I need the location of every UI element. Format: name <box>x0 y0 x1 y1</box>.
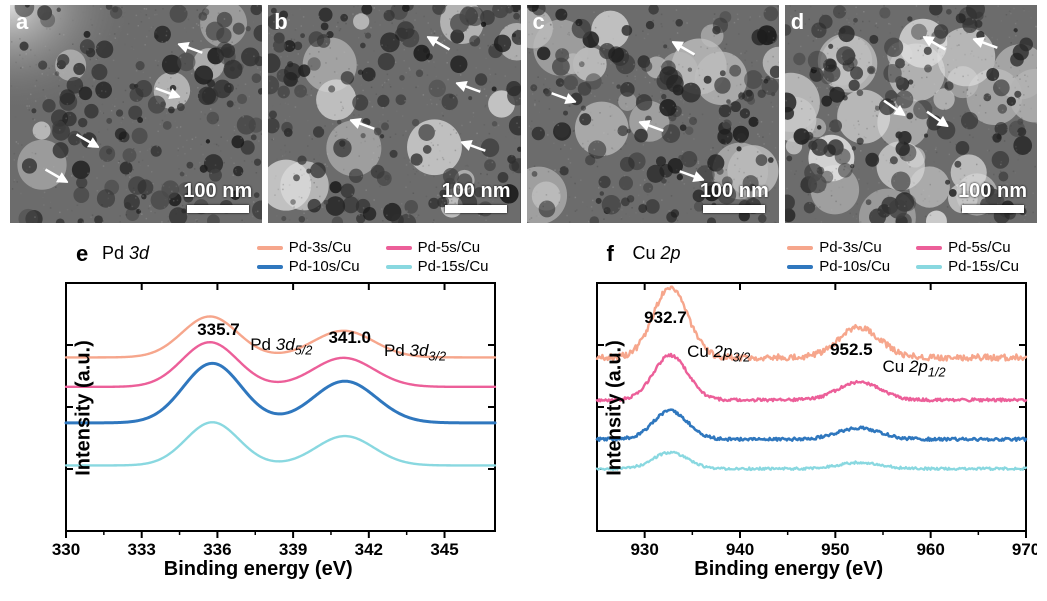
svg-text:342: 342 <box>355 540 383 559</box>
legend-label: Pd-15s/Cu <box>948 258 1019 275</box>
chart-title-orbital: 2p <box>661 243 681 263</box>
panel-letter-c: c <box>533 9 545 35</box>
x-axis-label-f: Binding energy (eV) <box>541 558 1038 581</box>
legend-item: Pd-15s/Cu <box>916 258 1019 275</box>
y-axis-label-f: Intensity (a.u.) <box>603 340 626 476</box>
xps-chart-f: 930 940 950 960 970 f Cu 2p Intensity (a.u.)… <box>541 233 1038 583</box>
legend-swatch <box>257 265 283 269</box>
scalebar-b: 100 nm <box>442 181 511 213</box>
legend-f: Pd-3s/Cu Pd-5s/Cu Pd-10s/Cu Pd-15s/Cu <box>787 239 1019 275</box>
tem-panel-d: d 100 nm <box>785 5 1037 223</box>
scalebar-text: 100 nm <box>183 181 252 201</box>
legend-item: Pd-15s/Cu <box>386 258 489 275</box>
svg-text:950: 950 <box>821 540 849 559</box>
legend-swatch <box>787 265 813 269</box>
y-axis-label-e: Intensity (a.u.) <box>72 340 95 476</box>
legend-label: Pd-10s/Cu <box>819 258 890 275</box>
legend-item: Pd-10s/Cu <box>787 258 890 275</box>
panel-letter-d: d <box>791 9 804 35</box>
scalebar-c: 100 nm <box>700 181 769 213</box>
scalebar-line <box>445 205 507 213</box>
svg-text:336: 336 <box>203 540 231 559</box>
peak-value-label: 335.7 <box>197 320 240 340</box>
legend-item: Pd-3s/Cu <box>257 239 360 256</box>
legend-item: Pd-3s/Cu <box>787 239 890 256</box>
legend-item: Pd-5s/Cu <box>386 239 489 256</box>
scalebar-line <box>962 205 1024 213</box>
scalebar-text: 100 nm <box>958 181 1027 201</box>
scalebar-line <box>187 205 249 213</box>
legend-label: Pd-15s/Cu <box>418 258 489 275</box>
legend-label: Pd-5s/Cu <box>948 239 1011 256</box>
peak-orbital-label: Pd 3d5/2 <box>250 335 312 357</box>
legend-label: Pd-10s/Cu <box>289 258 360 275</box>
svg-text:339: 339 <box>279 540 307 559</box>
tem-panel-b: b 100 nm <box>268 5 520 223</box>
legend-item: Pd-5s/Cu <box>916 239 1019 256</box>
tem-panel-a: a 100 nm <box>10 5 262 223</box>
legend-label: Pd-5s/Cu <box>418 239 481 256</box>
svg-text:970: 970 <box>1011 540 1037 559</box>
x-axis-label-e: Binding energy (eV) <box>10 558 507 581</box>
scalebar-text: 100 nm <box>442 181 511 201</box>
legend-swatch <box>386 265 412 269</box>
legend-swatch <box>257 246 283 250</box>
legend-swatch <box>916 246 942 250</box>
chart-title-f: Cu 2p <box>633 243 681 264</box>
xps-chart-e: 330 333 336 339 342 345 e Pd 3d Intensity (a.… <box>10 233 507 583</box>
peak-value-label: 952.5 <box>830 340 873 360</box>
legend-swatch <box>916 265 942 269</box>
peak-value-label: 932.7 <box>644 308 687 328</box>
panel-letter-a: a <box>16 9 28 35</box>
panel-letter-e: e <box>76 241 88 267</box>
chart-title-e: Pd 3d <box>102 243 149 264</box>
scalebar-text: 100 nm <box>700 181 769 201</box>
chart-title-orbital: 3d <box>129 243 149 263</box>
legend-item: Pd-10s/Cu <box>257 258 360 275</box>
tem-panel-c: c 100 nm <box>527 5 779 223</box>
peak-value-label: 341.0 <box>328 328 371 348</box>
svg-text:930: 930 <box>630 540 658 559</box>
tem-row: a 100 nm b 100 nm c 100 nm d 100 nm <box>10 5 1037 223</box>
scalebar-a: 100 nm <box>183 181 252 213</box>
panel-letter-b: b <box>274 9 287 35</box>
scalebar-line <box>703 205 765 213</box>
peak-orbital-label: Cu 2p1/2 <box>883 357 946 379</box>
svg-text:330: 330 <box>52 540 80 559</box>
svg-text:345: 345 <box>430 540 458 559</box>
chart-title-prefix: Cu <box>633 243 656 263</box>
legend-swatch <box>787 246 813 250</box>
svg-text:333: 333 <box>128 540 156 559</box>
legend-swatch <box>386 246 412 250</box>
svg-text:940: 940 <box>725 540 753 559</box>
panel-letter-f: f <box>607 241 614 267</box>
figure-root: a100 nm b100 nm c100 nm d100 nm 33033333… <box>0 0 1047 601</box>
peak-orbital-label: Pd 3d3/2 <box>384 341 446 363</box>
scalebar-d: 100 nm <box>958 181 1027 213</box>
legend-label: Pd-3s/Cu <box>289 239 352 256</box>
peak-orbital-label: Cu 2p3/2 <box>687 342 750 364</box>
svg-text:960: 960 <box>916 540 944 559</box>
xps-row: 330 333 336 339 342 345 e Pd 3d Intensity (a.… <box>10 233 1037 583</box>
legend-label: Pd-3s/Cu <box>819 239 882 256</box>
legend-e: Pd-3s/Cu Pd-5s/Cu Pd-10s/Cu Pd-15s/Cu <box>257 239 489 275</box>
chart-title-prefix: Pd <box>102 243 124 263</box>
